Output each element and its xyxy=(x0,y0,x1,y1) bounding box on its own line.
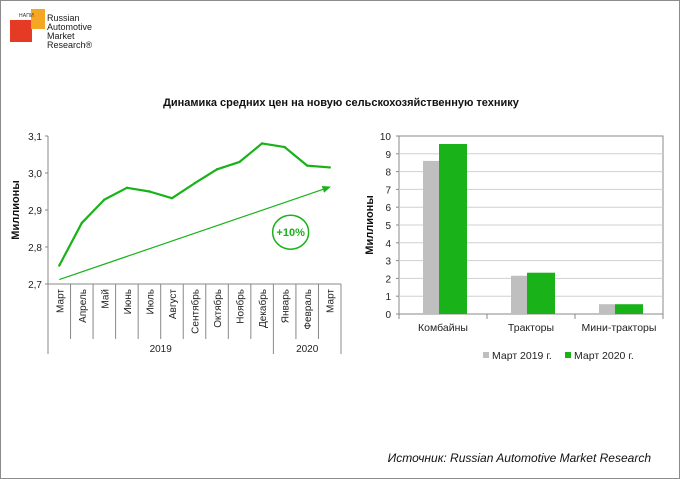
y-tick-label: 2 xyxy=(385,274,391,285)
growth-annotation-label: +10% xyxy=(276,227,305,239)
y-tick-label: 2,7 xyxy=(28,280,42,291)
y-tick-label: 0 xyxy=(385,310,391,321)
logo-text: Russian Automotive Market Research® xyxy=(47,14,92,50)
logo-tag: НАПИ xyxy=(19,13,34,19)
legend-swatch xyxy=(483,352,489,358)
series-point xyxy=(148,190,151,193)
line-chart: 2,7 2,8 2,9 3,0 3,1 Миллионы Март Апрель Май Июнь… xyxy=(10,132,342,355)
x-tick-label: Октябрь xyxy=(212,289,224,328)
bar-chart: 0 1 2 3 4 5 6 7 8 9 10 Миллионы Комбайны Тракторы Мини… xyxy=(364,132,664,362)
logo-line: Research® xyxy=(47,40,93,50)
legend-label: Март 2020 г. xyxy=(574,350,634,362)
x-tick-label: Сентябрь xyxy=(190,289,202,334)
logo-orange-square xyxy=(31,9,45,29)
bar xyxy=(599,304,615,314)
legend-swatch xyxy=(565,352,571,358)
x-tick-label: Декабрь xyxy=(257,289,269,328)
y-tick-label: 3,0 xyxy=(28,169,42,180)
y-tick-label: 5 xyxy=(385,221,391,232)
x-tick-label: Мини-тракторы xyxy=(582,322,657,334)
series-point xyxy=(103,198,106,201)
trend-arrow xyxy=(59,185,331,281)
y-tick-label: 2,9 xyxy=(28,206,42,217)
y-tick-label: 4 xyxy=(385,239,391,250)
x-tick-label: Апрель xyxy=(78,289,89,323)
series-point xyxy=(125,186,129,189)
series-point xyxy=(215,168,219,171)
series-point xyxy=(58,264,61,267)
bar xyxy=(439,144,467,314)
x-tick-label: Август xyxy=(168,289,179,320)
series-point xyxy=(260,142,264,145)
x-tick-label: Март xyxy=(326,289,337,313)
bar xyxy=(423,160,439,314)
y-axis-label: Миллионы xyxy=(10,180,22,239)
series-point xyxy=(328,166,331,169)
x-tick-label: Февраль xyxy=(303,289,314,330)
y-tick-label: 8 xyxy=(385,168,391,179)
growth-annotation-circle xyxy=(271,214,310,250)
x-tick-label: Комбайны xyxy=(418,322,468,334)
series-point xyxy=(305,164,309,167)
y-axis-label: Миллионы xyxy=(364,195,376,254)
y-tick-label: 1 xyxy=(385,292,391,303)
y-tick-label: 7 xyxy=(385,185,391,196)
x-tick-label: Март xyxy=(55,289,66,313)
series-point xyxy=(170,196,174,200)
x-tick-label: Май xyxy=(100,289,111,309)
x-tick-label: Июнь xyxy=(123,289,134,314)
y-tick-label: 10 xyxy=(380,132,392,143)
year-label: 2019 xyxy=(150,344,173,355)
y-tick-label: 3 xyxy=(385,257,391,268)
company-logo: НАПИ Russian Automotive Market Research® xyxy=(9,7,99,67)
logo-line: Market xyxy=(47,31,75,41)
series-point xyxy=(193,182,196,185)
legend-label: Март 2019 г. xyxy=(492,350,552,362)
chart-title: Динамика средних цен на новую сельскохоз… xyxy=(163,97,519,109)
series-point xyxy=(80,221,84,225)
source-note: Источник: Russian Automotive Market Rese… xyxy=(387,451,651,465)
bar xyxy=(527,272,555,314)
x-tick-label: Январь xyxy=(281,289,292,323)
year-label: 2020 xyxy=(296,344,319,355)
y-tick-label: 3,1 xyxy=(28,132,42,143)
bar xyxy=(615,304,643,314)
x-tick-label: Июль xyxy=(145,289,156,315)
logo-red-square xyxy=(10,20,32,42)
series-point xyxy=(283,145,286,149)
logo-line: Russian xyxy=(47,13,80,23)
y-tick-label: 6 xyxy=(385,203,391,214)
y-tick-label: 2,8 xyxy=(28,243,42,254)
x-tick-label: Ноябрь xyxy=(235,289,247,324)
logo-line: Automotive xyxy=(47,22,93,32)
series-point xyxy=(238,160,241,164)
bar xyxy=(511,275,527,314)
y-tick-label: 9 xyxy=(385,150,391,161)
x-tick-label: Тракторы xyxy=(508,322,554,334)
